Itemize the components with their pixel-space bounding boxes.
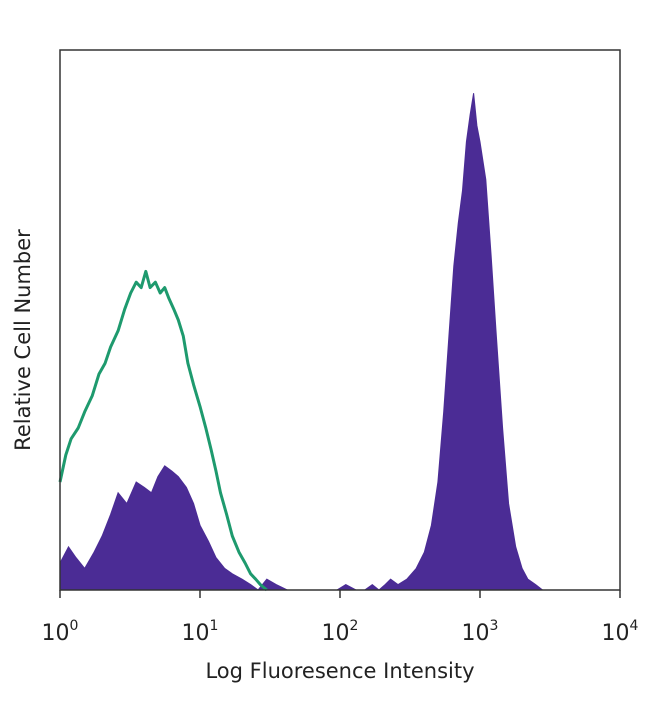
x-tick-label-3: 103 (462, 618, 499, 646)
y-axis-label: Relative Cell Number (11, 229, 35, 451)
x-tick-label-0: 100 (42, 618, 79, 646)
x-axis-ticks: 100 101 102 103 104 (42, 590, 639, 646)
plot-series (58, 93, 545, 592)
x-tick-label-1: 101 (182, 618, 219, 646)
series-0-filled-histogram (59, 93, 545, 591)
series-1-outline-histogram (58, 269, 268, 592)
x-tick-label-4: 104 (602, 618, 639, 646)
x-axis-label: Log Fluoresence Intensity (205, 659, 474, 683)
x-tick-label-2: 102 (322, 618, 359, 646)
